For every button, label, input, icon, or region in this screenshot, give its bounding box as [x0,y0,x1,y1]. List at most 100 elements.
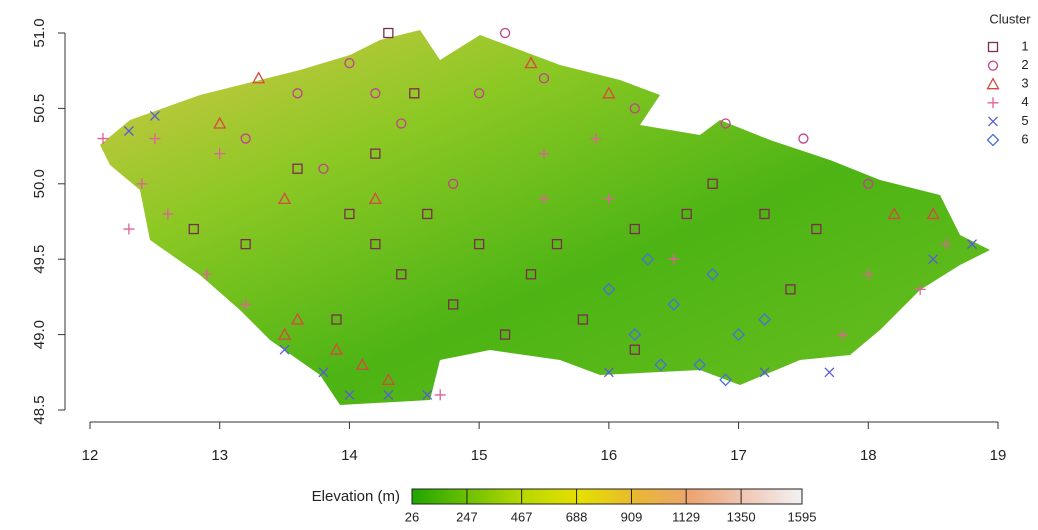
cluster-point [97,133,109,145]
map-land [100,30,990,405]
cluster-point [590,133,602,145]
cluster-point [603,193,615,205]
cluster-point [240,298,252,310]
legend-symbol [986,77,1000,90]
cluster-point [331,314,342,325]
cluster-point [318,367,329,378]
cluster-point [759,208,770,220]
cluster-point [355,357,369,370]
cluster-point [602,86,616,99]
legend-label: 4 [1021,94,1028,109]
cluster-point [707,178,718,189]
cluster-point [188,223,199,235]
cluster-point [383,27,394,39]
legend-symbol [986,133,1000,147]
cluster-point [668,253,680,265]
colorbar-tick-label: 1595 [788,509,817,524]
cluster-point [422,389,433,400]
y-tick-label: 50.5 [31,94,48,123]
cluster-point [290,312,305,325]
colorbar-tick-label: 26 [405,509,419,524]
cluster-point [383,389,394,400]
colorbar-tick-label: 688 [566,509,588,524]
y-tick-label: 49.5 [31,245,48,274]
cluster-point [201,268,213,280]
colorbar-tick-label: 247 [456,509,478,524]
cluster-point [706,267,720,281]
cluster-point [123,223,135,235]
cluster-point [149,133,161,145]
x-tick-label: 15 [471,447,488,464]
legend-label: 3 [1021,76,1028,91]
cluster-point [473,238,485,250]
cluster-point [940,238,952,250]
cluster-point [654,358,668,372]
cluster-point [524,56,538,69]
cluster-point [318,163,329,174]
cluster-point [370,238,381,250]
cluster-point [629,344,640,355]
cluster-point [370,148,381,159]
cluster-point [525,269,537,280]
colorbar-tick-label: 467 [511,509,533,524]
cluster-point [887,207,901,220]
x-tick-label: 18 [860,447,877,464]
cluster-point [603,367,614,378]
cluster-point [629,103,640,114]
cluster-point [123,126,134,136]
cluster-point [252,71,266,84]
cluster-point [448,299,459,310]
cluster-point [577,314,589,325]
cluster-point [719,373,733,387]
x-tick-label: 17 [730,447,747,464]
cluster-point [798,133,809,144]
cluster-point [344,389,355,400]
cluster-point [473,88,485,99]
y-tick-label: 51.0 [31,18,48,47]
cluster-point [967,239,978,250]
cluster-point [136,178,148,190]
cluster-point [396,269,407,280]
cluster-point [279,344,290,355]
cluster-point [836,329,848,341]
colorbar-tick-label: 1129 [672,509,700,524]
cluster-point [396,118,407,129]
cluster-point [538,193,550,205]
cluster-point [292,163,303,174]
legend-label: 2 [1021,57,1028,72]
cluster-point [667,298,681,311]
cluster-point [863,178,874,189]
cluster-point [292,88,303,99]
cluster-point [214,148,226,160]
y-tick-label: 48.5 [31,395,48,424]
cluster-point [277,192,292,205]
cluster-point [381,372,395,385]
x-tick-label: 12 [82,447,99,464]
colorbar-tick-label: 1350 [727,509,756,524]
legend-label: 1 [1021,38,1028,53]
legend-symbol [987,97,999,109]
cluster-point [370,88,381,99]
cluster-point [928,254,939,265]
cluster-point [551,238,563,250]
x-tick-label: 19 [990,447,1007,464]
cluster-point [811,223,822,235]
cluster-point [434,389,446,401]
colorbar [411,488,803,505]
cluster-point [538,73,550,84]
x-tick-label: 14 [341,447,358,464]
legend-symbol [988,116,998,127]
legend-symbol [987,41,999,53]
cluster-point [732,328,745,342]
colorbar-tick-label: 909 [621,509,643,524]
legend-label: 6 [1021,131,1028,146]
cluster-point [759,367,770,378]
cluster-point [862,268,874,280]
cluster-point [693,358,707,372]
cluster-point [240,133,251,144]
cluster-point [162,208,174,220]
cluster-point [240,238,251,250]
cluster-point [926,207,940,220]
cluster-point [344,58,355,69]
